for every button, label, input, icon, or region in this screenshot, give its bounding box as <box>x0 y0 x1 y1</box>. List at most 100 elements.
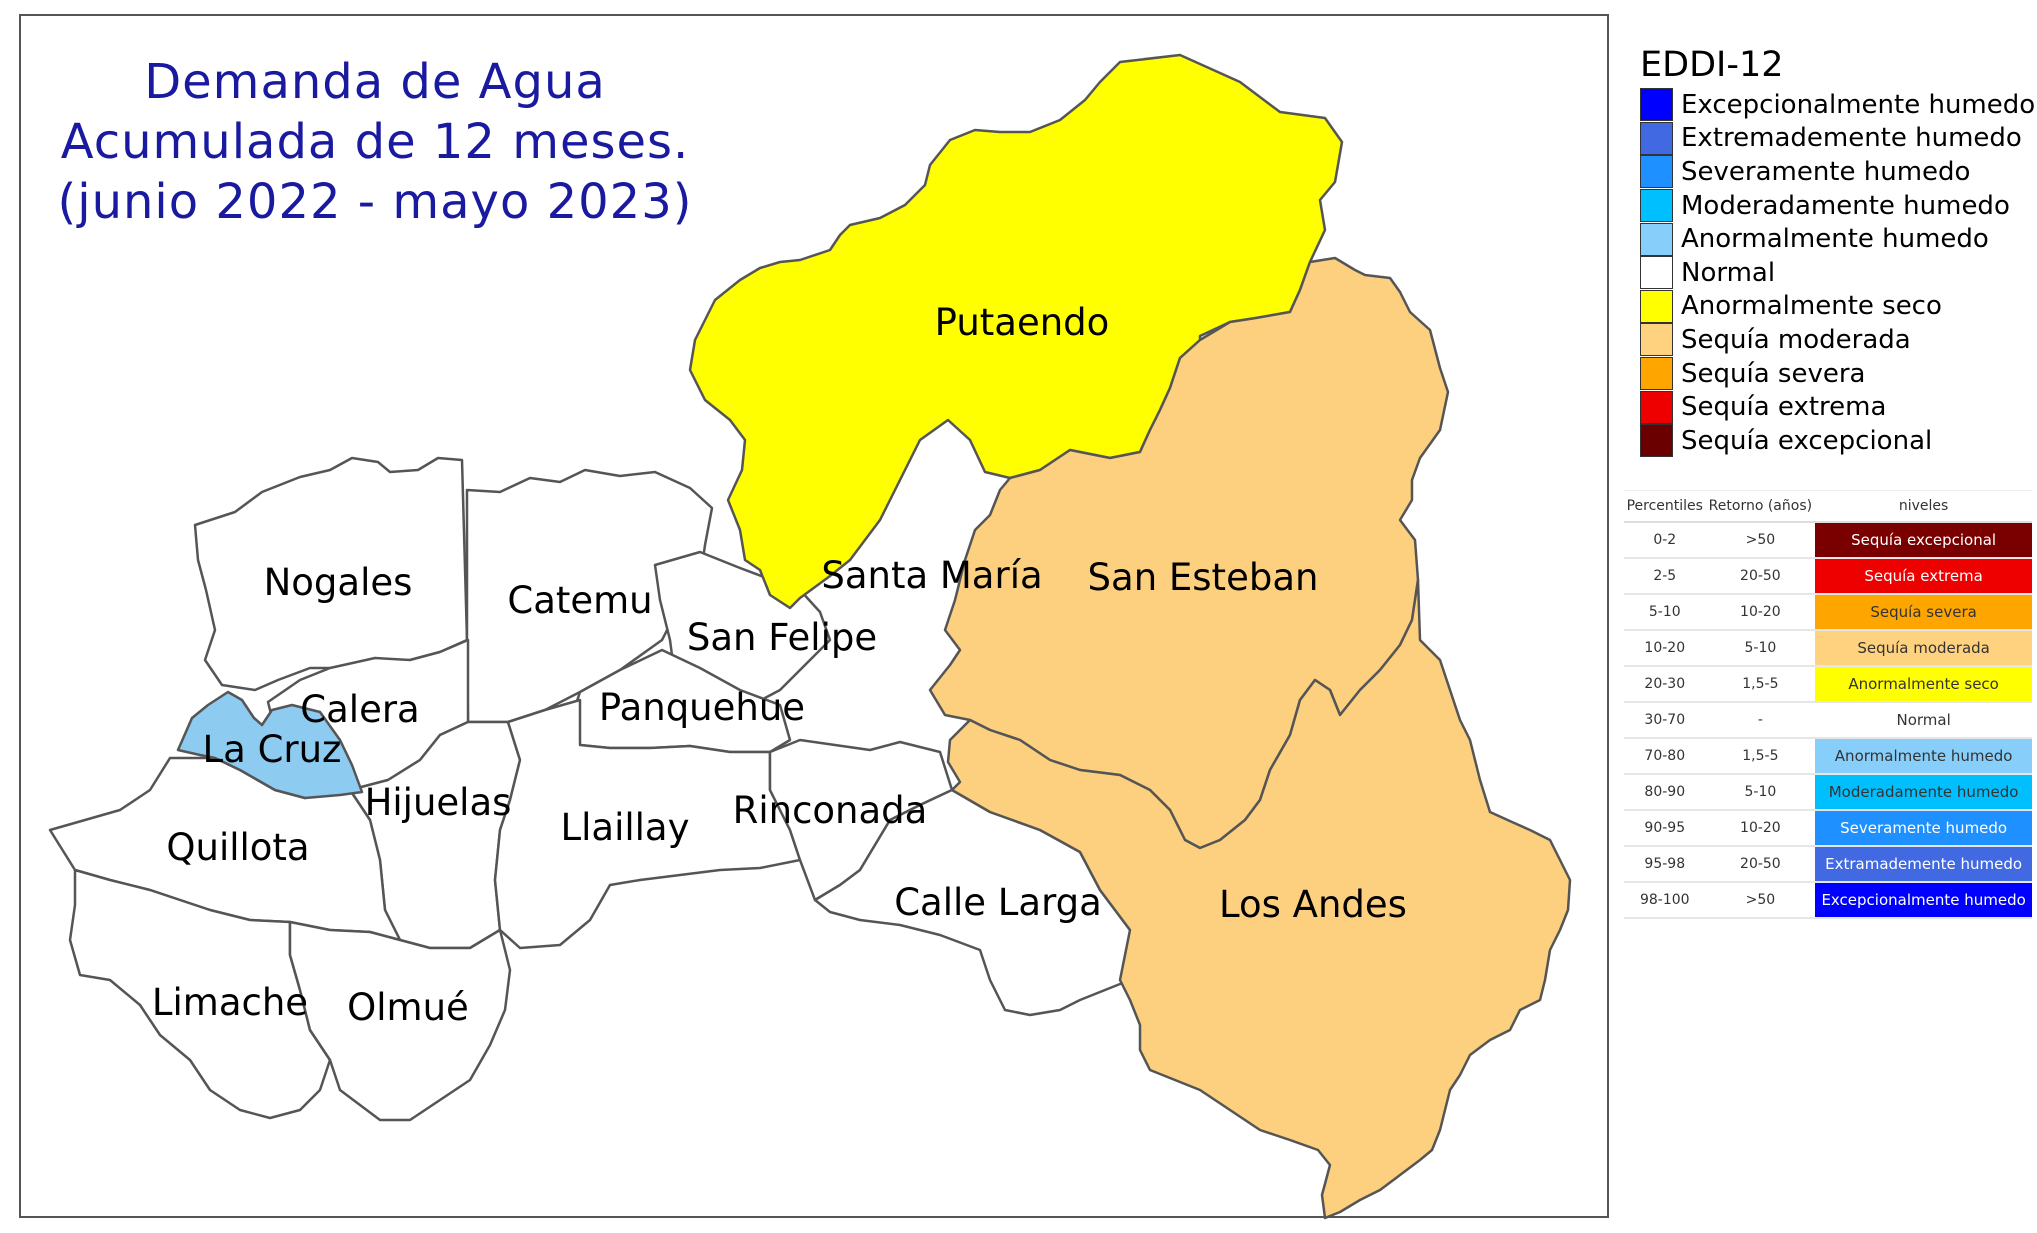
region-label: Rinconada <box>733 789 928 832</box>
legend-item: Sequía excepcional <box>1640 424 2030 458</box>
region-label: Panquehue <box>599 686 805 729</box>
legend-item: Sequía extrema <box>1640 390 2030 424</box>
region-los-andes[interactable] <box>946 578 1572 1220</box>
header-percentiles: Percentiles <box>1624 490 1706 523</box>
header-retorno: Retorno (años) <box>1705 490 1816 523</box>
cell-nivel: Normal <box>1815 702 2032 739</box>
region-olmue[interactable] <box>288 920 512 1122</box>
cell-nivel: Extramademente humedo <box>1815 846 2032 883</box>
cell-retorno: 20-50 <box>1705 846 1816 883</box>
legend-label: Anormalmente humedo <box>1681 224 1989 255</box>
legend-swatch <box>1640 155 1673 189</box>
cell-retorno: 10-20 <box>1705 594 1816 631</box>
map-title-line-3: (junio 2022 - mayo 2023) <box>57 174 693 230</box>
cell-nivel: Moderadamente humedo <box>1815 774 2032 811</box>
region-label: Quillota <box>166 826 309 869</box>
legend-swatch <box>1640 323 1673 357</box>
cell-percentiles: 0-2 <box>1624 522 1706 559</box>
legend-item: Moderadamente humedo <box>1640 189 2030 223</box>
cell-retorno: 5-10 <box>1705 774 1816 811</box>
region-label: Hijuelas <box>365 781 512 824</box>
region-label: Los Andes <box>1219 883 1407 926</box>
table-row: 10-20 5-10 Sequía moderada <box>1624 630 2032 667</box>
legend-swatch <box>1640 121 1673 155</box>
region-label: Calera <box>300 688 419 731</box>
cell-retorno: 1,5-5 <box>1705 738 1816 775</box>
cell-retorno: 5-10 <box>1705 630 1816 667</box>
region-label: Putaendo <box>935 301 1110 344</box>
cell-retorno: - <box>1705 702 1816 739</box>
region-label: Nogales <box>264 561 413 604</box>
cell-percentiles: 20-30 <box>1624 666 1706 703</box>
legend-items: Excepcionalmente humedo Extremademente hu… <box>1640 88 2035 458</box>
region-limache[interactable] <box>68 868 332 1120</box>
cell-nivel: Sequía excepcional <box>1815 522 2032 559</box>
legend-item: Extremademente humedo <box>1640 121 2030 156</box>
legend-item: Anormalmente humedo <box>1640 222 2030 256</box>
cell-nivel: Anormalmente humedo <box>1815 738 2032 775</box>
table-row: 2-5 20-50 Sequía extrema <box>1624 558 2032 595</box>
table-row: 20-30 1,5-5 Anormalmente seco <box>1624 666 2032 703</box>
legend-item: Normal <box>1640 256 2030 290</box>
region-llaillay[interactable] <box>493 698 802 950</box>
region-la-cruz[interactable] <box>176 690 364 800</box>
legend-item: Excepcionalmente humedo <box>1640 88 2035 122</box>
region-label: Catemu <box>507 579 652 622</box>
legend-swatch <box>1640 357 1673 391</box>
region-label: Limache <box>152 981 308 1024</box>
cell-retorno: >50 <box>1705 522 1816 559</box>
region-label: Llaillay <box>561 806 690 849</box>
cell-percentiles: 98-100 <box>1624 882 1706 919</box>
cell-percentiles: 70-80 <box>1624 738 1706 775</box>
region-label: Calle Larga <box>894 881 1102 924</box>
legend-label: Extremademente humedo <box>1681 123 2022 154</box>
legend-label: Excepcionalmente humedo <box>1681 89 2036 120</box>
cell-nivel: Severamente humedo <box>1815 810 2032 847</box>
region-label: Olmué <box>347 986 469 1029</box>
cell-nivel: Sequía severa <box>1815 594 2032 631</box>
percentile-table: Percentiles Retorno (años) niveles 0-2 >5… <box>1624 490 2032 919</box>
legend-swatch <box>1640 289 1673 323</box>
legend-label: Sequía moderada <box>1681 324 1911 355</box>
legend-title: EDDI-12 <box>1640 45 1784 85</box>
region-calle-larga[interactable] <box>813 788 1132 1017</box>
map-title: Demanda de Agua Acumulada de 12 meses. (… <box>30 52 720 232</box>
legend-label: Normal <box>1681 257 1776 288</box>
legend-item: Anormalmente seco <box>1640 289 2030 324</box>
cell-nivel: Sequía moderada <box>1815 630 2032 667</box>
region-label: Santa María <box>821 554 1042 597</box>
cell-retorno: 20-50 <box>1705 558 1816 595</box>
region-label: San Felipe <box>687 616 877 659</box>
cell-retorno: >50 <box>1705 882 1816 919</box>
table-row: 90-95 10-20 Severamente humedo <box>1624 810 2032 847</box>
legend-label: Anormalmente seco <box>1681 291 1942 322</box>
cell-nivel: Excepcionalmente humedo <box>1815 882 2032 919</box>
legend-label: Sequía extrema <box>1681 392 1887 423</box>
table-row: 98-100 >50 Excepcionalmente humedo <box>1624 882 2032 919</box>
cell-retorno: 1,5-5 <box>1705 666 1816 703</box>
legend-label: Sequía excepcional <box>1681 425 1933 456</box>
header-niveles: niveles <box>1815 490 2032 523</box>
legend-item: Sequía moderada <box>1640 323 2030 357</box>
map-title-line-2: Acumulada de 12 meses. <box>60 114 690 170</box>
legend-label: Moderadamente humedo <box>1681 190 2010 221</box>
table-row: 0-2 >50 Sequía excepcional <box>1624 522 2032 559</box>
map-canvas: Putaendo San Esteban Los Andes La Cruz S… <box>48 53 1572 1220</box>
cell-nivel: Sequía extrema <box>1815 558 2032 595</box>
region-label: La Cruz <box>203 728 342 771</box>
table-row: 5-10 10-20 Sequía severa <box>1624 594 2032 631</box>
region-label: San Esteban <box>1088 556 1319 599</box>
legend-swatch <box>1640 256 1673 290</box>
table-row: 30-70- Normal <box>1624 702 2032 739</box>
percentile-table-header: Percentiles Retorno (años) niveles <box>1624 490 2032 523</box>
table-row: 70-80 1,5-5 Anormalmente humedo <box>1624 738 2032 775</box>
cell-retorno: 10-20 <box>1705 810 1816 847</box>
map-title-line-1: Demanda de Agua <box>144 54 606 110</box>
cell-percentiles: 90-95 <box>1624 810 1706 847</box>
legend-swatch <box>1640 88 1673 122</box>
legend: EDDI-12 Excepcionalmente humedo Extremade… <box>1640 42 2035 458</box>
legend-swatch <box>1640 222 1673 256</box>
legend-label: Severamente humedo <box>1681 156 1971 187</box>
cell-percentiles: 30-70 <box>1624 702 1706 739</box>
cell-percentiles: 95-98 <box>1624 846 1706 883</box>
